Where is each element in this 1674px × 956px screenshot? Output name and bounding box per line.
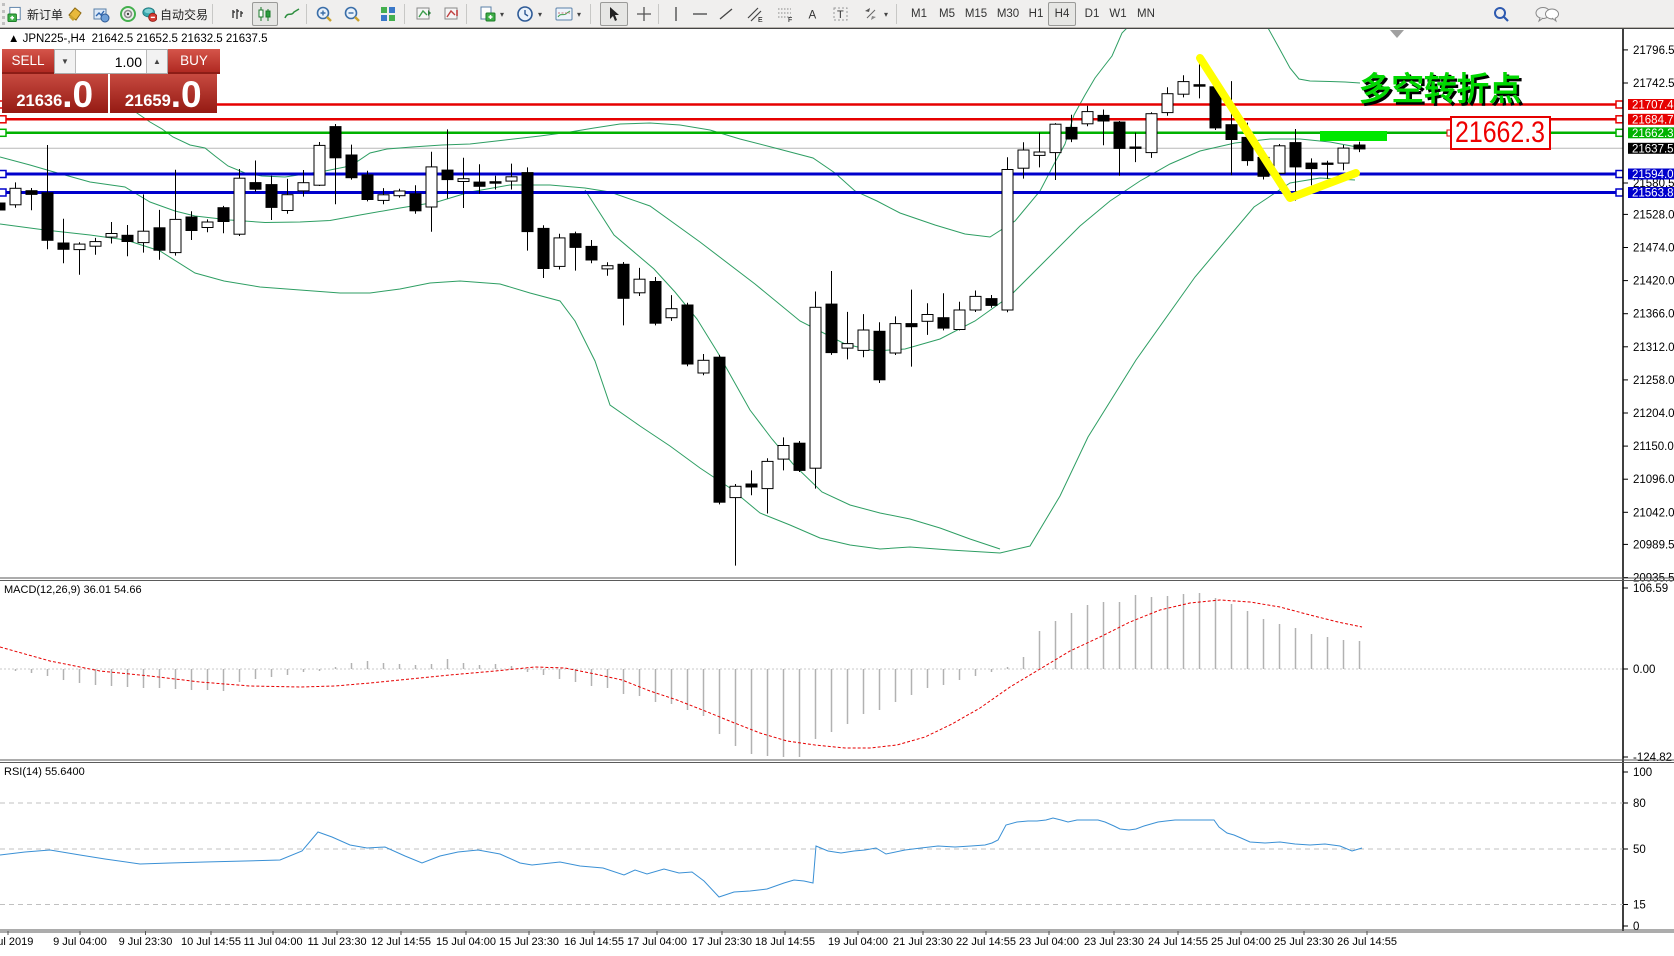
svg-text:9 Jul 23:30: 9 Jul 23:30 xyxy=(119,936,173,948)
svg-text:16 Jul 14:55: 16 Jul 14:55 xyxy=(564,936,624,948)
svg-text:9 Jul 04:00: 9 Jul 04:00 xyxy=(53,936,107,948)
svg-text:RSI(14) 55.6400: RSI(14) 55.6400 xyxy=(4,766,85,778)
svg-text:E: E xyxy=(758,17,763,23)
svg-text:80: 80 xyxy=(1633,798,1646,810)
svg-text:21594.0: 21594.0 xyxy=(1632,169,1674,181)
svg-text:多空转折点: 多空转折点 xyxy=(1362,74,1525,110)
svg-text:15 Jul 23:30: 15 Jul 23:30 xyxy=(499,936,559,948)
svg-text:21 Jul 23:30: 21 Jul 23:30 xyxy=(893,936,953,948)
svg-text:17 Jul 23:30: 17 Jul 23:30 xyxy=(692,936,752,948)
svg-text:12 Jul 14:55: 12 Jul 14:55 xyxy=(371,936,431,948)
svg-text:21742.5: 21742.5 xyxy=(1633,78,1674,90)
svg-text:21204.0: 21204.0 xyxy=(1633,408,1674,420)
svg-text:24 Jul 14:55: 24 Jul 14:55 xyxy=(1148,936,1208,948)
svg-text:15 Jul 04:00: 15 Jul 04:00 xyxy=(436,936,496,948)
svg-text:10 Jul 14:55: 10 Jul 14:55 xyxy=(181,936,241,948)
svg-text:11 Jul 23:30: 11 Jul 23:30 xyxy=(307,936,366,948)
svg-text:多空转折点: 多空转折点 xyxy=(1359,71,1522,107)
svg-text:F: F xyxy=(788,17,792,23)
svg-text:23 Jul 04:00: 23 Jul 04:00 xyxy=(1019,936,1079,948)
svg-text:22 Jul 14:55: 22 Jul 14:55 xyxy=(956,936,1016,948)
svg-text:11 Jul 04:00: 11 Jul 04:00 xyxy=(243,936,302,948)
svg-text:8 Jul 2019: 8 Jul 2019 xyxy=(0,936,33,948)
svg-text:50: 50 xyxy=(1633,844,1646,856)
svg-text:21366.0: 21366.0 xyxy=(1633,309,1674,321)
svg-text:26 Jul 14:55: 26 Jul 14:55 xyxy=(1337,936,1397,948)
svg-text:100: 100 xyxy=(1633,767,1652,779)
svg-text:21474.0: 21474.0 xyxy=(1633,243,1674,255)
svg-text:21684.7: 21684.7 xyxy=(1632,115,1674,127)
svg-text:15: 15 xyxy=(1633,900,1646,912)
svg-text:21707.4: 21707.4 xyxy=(1632,100,1674,112)
svg-text:106.59: 106.59 xyxy=(1633,583,1668,595)
svg-text:21796.5: 21796.5 xyxy=(1633,45,1674,57)
svg-text:21420.0: 21420.0 xyxy=(1633,276,1674,288)
svg-text:21042.0: 21042.0 xyxy=(1633,507,1674,519)
svg-text:0.00: 0.00 xyxy=(1633,664,1655,676)
svg-text:MACD(12,26,9) 36.01 54.66: MACD(12,26,9) 36.01 54.66 xyxy=(4,584,142,596)
svg-text:21312.0: 21312.0 xyxy=(1633,342,1674,354)
svg-text:21096.0: 21096.0 xyxy=(1633,474,1674,486)
svg-text:17 Jul 04:00: 17 Jul 04:00 xyxy=(627,936,687,948)
svg-text:21563.8: 21563.8 xyxy=(1632,188,1674,200)
svg-text:21662.3: 21662.3 xyxy=(1455,116,1545,149)
svg-text:21150.0: 21150.0 xyxy=(1633,441,1674,453)
svg-text:T: T xyxy=(837,9,844,21)
svg-text:18 Jul 14:55: 18 Jul 14:55 xyxy=(755,936,815,948)
svg-text:19 Jul 04:00: 19 Jul 04:00 xyxy=(828,936,888,948)
svg-text:25 Jul 23:30: 25 Jul 23:30 xyxy=(1274,936,1334,948)
svg-text:-124.82: -124.82 xyxy=(1633,752,1672,764)
svg-text:A: A xyxy=(809,9,817,21)
svg-text:21637.5: 21637.5 xyxy=(1632,144,1674,156)
svg-text:25 Jul 04:00: 25 Jul 04:00 xyxy=(1211,936,1271,948)
svg-text:21258.0: 21258.0 xyxy=(1633,375,1674,387)
svg-text:23 Jul 23:30: 23 Jul 23:30 xyxy=(1084,936,1144,948)
svg-text:20989.5: 20989.5 xyxy=(1633,539,1674,551)
svg-text:0: 0 xyxy=(1633,921,1639,933)
svg-text:21662.3: 21662.3 xyxy=(1632,128,1674,140)
svg-text:21528.0: 21528.0 xyxy=(1633,209,1674,221)
